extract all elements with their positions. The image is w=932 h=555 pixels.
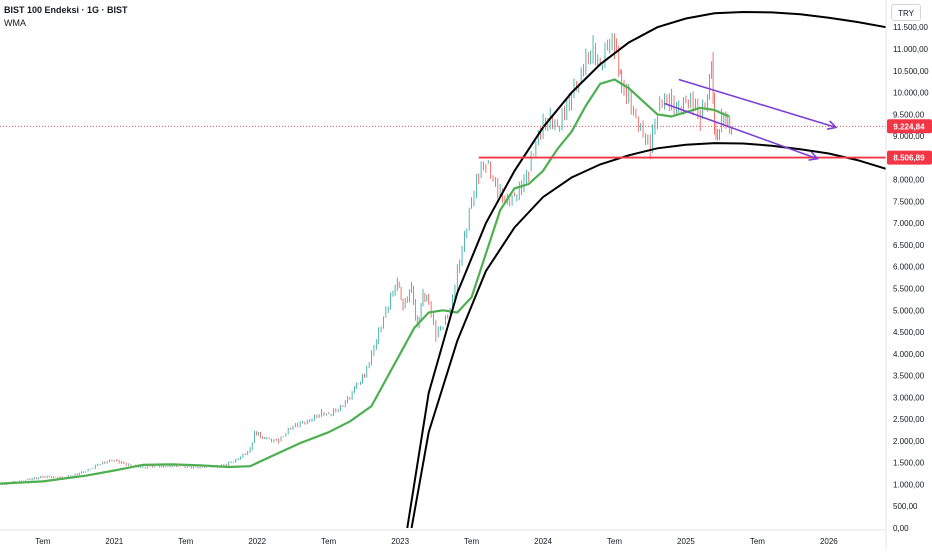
y-tick-label: 3.000,00 [893,393,925,402]
support-label-bg [887,150,932,165]
y-tick-label: 6.500,00 [893,241,925,250]
y-tick-label: 3.500,00 [893,372,925,381]
x-tick-label: 2022 [248,537,266,546]
x-tick-label: Tem [750,537,765,546]
wma-layer [0,78,730,485]
y-tick-label: 4.500,00 [893,328,925,337]
upper-arc [406,10,887,529]
currency-button[interactable]: TRY [891,4,921,21]
y-tick-label: 5.000,00 [893,306,925,315]
x-tick-label: 2021 [105,537,123,546]
x-tick-label: Tem [464,537,479,546]
support-label: 8.506,89 [893,154,925,163]
drawing-layer [0,10,887,529]
x-tick-label: 2023 [391,537,409,546]
y-tick-label: 1.500,00 [893,459,925,468]
x-tick-label: 2026 [820,537,838,546]
y-tick-label: 0,00 [893,524,909,533]
x-tick-label: Tem [178,537,193,546]
y-tick-label: 1.000,00 [893,480,925,489]
y-tick-label: 10.000,00 [893,89,929,98]
y-tick-label: 7.000,00 [893,219,925,228]
symbol-title[interactable]: BIST 100 Endeksi · 1G · BIST [4,5,128,15]
x-tick-label: Tem [607,537,622,546]
last-price-label: 9.224,84 [893,122,925,131]
y-tick-label: 7.500,00 [893,197,925,206]
y-tick-label: 5.500,00 [893,285,925,294]
y-tick-label: 11.000,00 [893,45,929,54]
y-tick-label: 9.000,00 [893,132,925,141]
wma-line [0,78,730,485]
channel-top-arrowhead [827,120,838,131]
x-tick-label: Tem [35,537,50,546]
y-tick-label: 11.500,00 [893,23,929,32]
channel-bottom-line [664,102,818,160]
y-tick-label: 10.500,00 [893,67,929,76]
lower-arc [410,142,887,529]
price-layer [1,32,733,486]
y-tick-label: 6.000,00 [893,263,925,272]
channel-top-line [678,78,837,129]
last-price-label-bg [887,119,932,134]
y-tick-label: 8.000,00 [893,176,925,185]
indicator-label[interactable]: WMA [4,18,26,28]
y-tick-label: 2.500,00 [893,415,925,424]
y-tick-label: 9.500,00 [893,110,925,119]
y-tick-label: 500,00 [893,502,918,511]
x-tick-label: 2025 [677,537,695,546]
x-tick-label: 2024 [534,537,552,546]
y-tick-label: 2.000,00 [893,437,925,446]
y-tick-label: 4.000,00 [893,350,925,359]
channel-bottom-arrowhead [808,151,819,161]
x-tick-label: Tem [321,537,336,546]
